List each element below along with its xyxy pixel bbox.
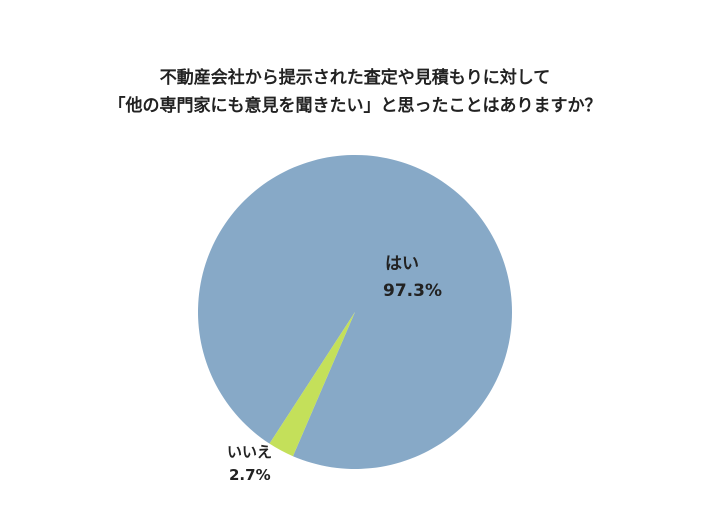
chart-title-line-2: 「他の専門家にも意見を聞きたい」と思ったことはありますか？ bbox=[108, 96, 602, 116]
pie-labels: はい 97.3% いいえ 2.7% bbox=[227, 254, 442, 484]
chart-title-line-1: 不動産会社から提示された査定や見積もりに対して bbox=[159, 68, 551, 88]
slice-label-no-value: 2.7% bbox=[229, 466, 271, 484]
pie-slices bbox=[198, 155, 513, 470]
slice-label-yes-category: はい bbox=[385, 254, 419, 274]
pie-slice-yes bbox=[198, 155, 513, 470]
slice-label-no-category: いいえ bbox=[227, 443, 272, 461]
slice-label-yes-value: 97.3% bbox=[383, 281, 442, 301]
chart-title: 不動産会社から提示された査定や見積もりに対して 「他の専門家にも意見を聞きたい」… bbox=[0, 64, 710, 120]
pie-slice-no bbox=[269, 312, 355, 457]
